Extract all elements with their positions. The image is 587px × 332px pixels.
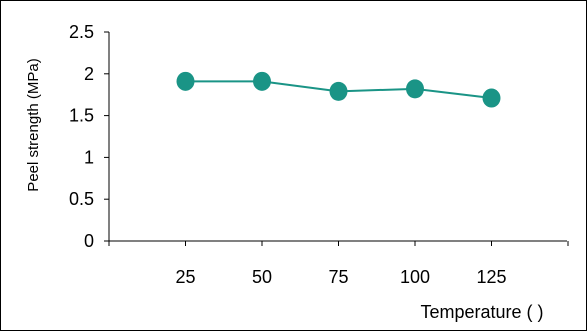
y-tick-label: 1.5 [69,106,94,126]
x-tick-label: 25 [175,267,195,287]
x-tick-label: 50 [252,267,272,287]
data-point [406,79,424,99]
data-point [329,81,348,101]
x-axis-label: Temperature ( ) [420,302,543,322]
axes: 0 0.5 1 1.5 2 2.5 25 50 75 100 125 [69,22,569,287]
y-axis-label: Peel strength (MPa) [25,58,42,191]
y-tick-label: 2 [84,64,94,84]
x-tick-label: 75 [328,267,348,287]
series-marks [176,71,501,108]
data-point [482,88,501,108]
data-point [253,71,271,91]
y-tick-label: 1 [84,147,94,167]
y-tick-label: 2.5 [69,22,94,42]
x-tick-label: 125 [476,267,506,287]
y-tick-label: 0.5 [69,189,94,209]
x-tick-label: 100 [400,267,430,287]
data-point [176,71,195,91]
y-tick-label: 0 [84,231,94,251]
